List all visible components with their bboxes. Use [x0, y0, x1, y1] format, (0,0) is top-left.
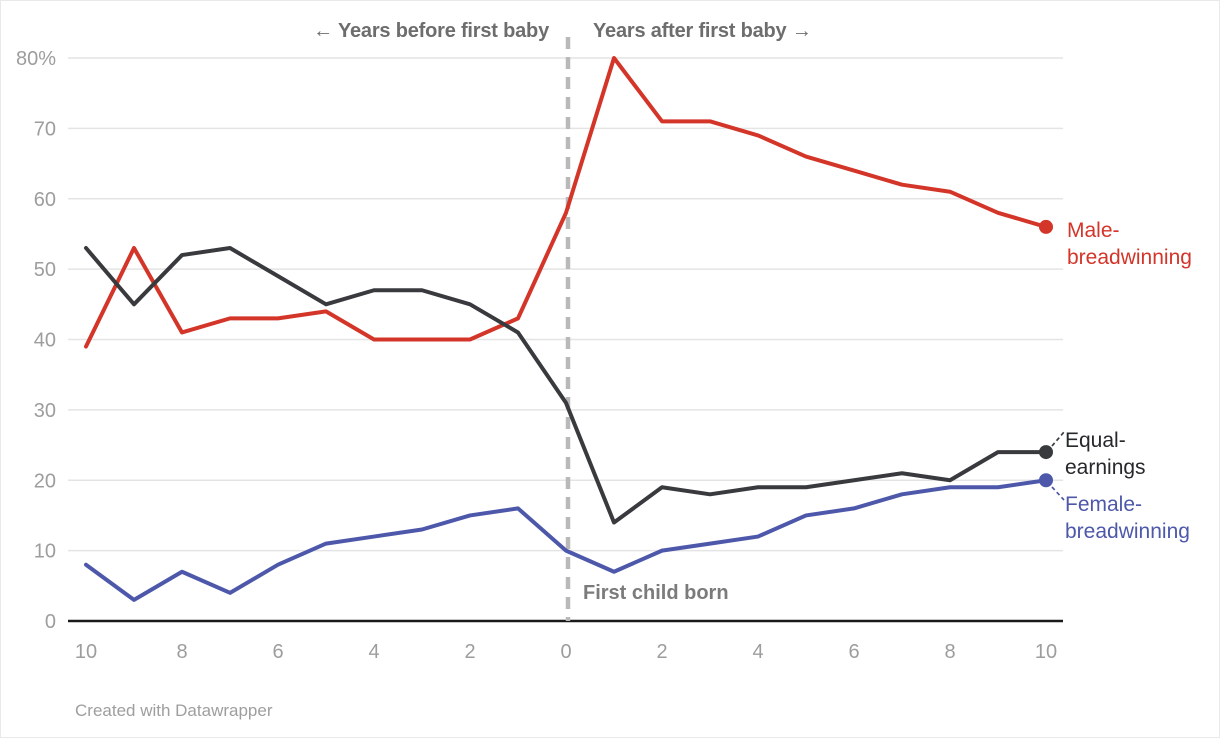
- x-tick-label: 8: [176, 641, 187, 663]
- x-tick-label: 10: [75, 641, 97, 663]
- series-line-equal-earnings: [84, 246, 1048, 525]
- series-line-male-breadwinning: [84, 56, 1048, 349]
- axis-annotation-years-before: ← Years before first baby: [313, 20, 549, 42]
- y-tick-label: 70: [34, 118, 56, 140]
- y-tick-label: 20: [34, 470, 56, 492]
- label-leader-equal-earnings: [1051, 431, 1065, 447]
- series-endpoint-dot-equal-earnings: [1039, 445, 1053, 460]
- y-tick-label: 0: [45, 611, 56, 633]
- y-tick-label: 30: [34, 400, 56, 422]
- event-annotation-first-child-born: First child born: [583, 582, 729, 604]
- series-label-line: Female-: [1065, 493, 1143, 516]
- y-tick-label: 50: [34, 259, 56, 281]
- x-tick-label: 6: [272, 641, 283, 663]
- x-tick-label: 0: [560, 641, 571, 663]
- y-tick-label: 40: [34, 330, 56, 352]
- y-tick-label: 10: [34, 541, 56, 563]
- series-endpoint-dot-male-breadwinning: [1039, 219, 1053, 234]
- x-tick-label: 6: [848, 641, 859, 663]
- axis-annotation-years-after: Years after first baby →: [593, 20, 812, 42]
- x-tick-label: 4: [752, 641, 763, 663]
- series-label-line: earnings: [1065, 456, 1146, 479]
- series-label-female-breadwinning: Female- breadwinning: [1065, 491, 1190, 545]
- x-tick-label: 8: [944, 641, 955, 663]
- series-label-line: Equal-: [1065, 429, 1126, 452]
- series-label-equal-earnings: Equal- earnings: [1065, 427, 1146, 481]
- x-tick-label: 4: [368, 641, 379, 663]
- x-tick-label: 10: [1035, 641, 1057, 663]
- series-endpoint-dot-female-breadwinning: [1039, 473, 1053, 488]
- x-tick-label: 2: [464, 641, 475, 663]
- series-label-line: Male-: [1067, 219, 1120, 242]
- label-leader-female-breadwinning: [1051, 486, 1065, 501]
- series-line-female-breadwinning: [84, 478, 1048, 602]
- series-label-line: breadwinning: [1065, 520, 1190, 543]
- series-label-line: breadwinning: [1067, 246, 1192, 269]
- y-tick-label: 80%: [16, 48, 56, 70]
- y-tick-label: 60: [34, 189, 56, 211]
- datawrapper-credit: Created with Datawrapper: [75, 701, 273, 720]
- x-tick-label: 2: [656, 641, 667, 663]
- series-label-male-breadwinning: Male- breadwinning: [1067, 217, 1192, 271]
